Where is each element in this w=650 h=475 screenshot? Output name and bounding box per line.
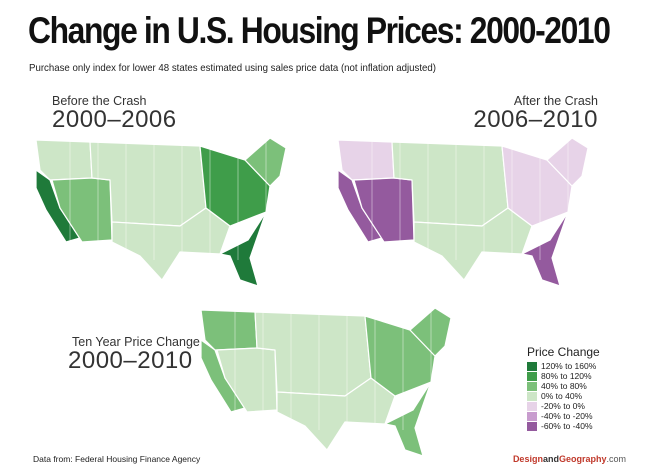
legend-item: 80% to 120% — [527, 371, 600, 381]
map-before-crash — [35, 137, 287, 287]
region-north-west — [337, 139, 395, 181]
region-north-west — [200, 309, 258, 351]
region-north-west — [35, 139, 93, 181]
map-after-crash — [337, 137, 589, 287]
legend-items: 120% to 160% 80% to 120% 40% to 80% 0% to 4… — [527, 361, 600, 431]
map-after-label: After the Crash — [513, 94, 598, 108]
brand-part-2: and — [542, 454, 559, 464]
legend-item: 40% to 80% — [527, 381, 600, 391]
legend-swatch — [527, 411, 537, 421]
brand-part-4: .com — [606, 454, 626, 464]
page-title: Change in U.S. Housing Prices: 2000-2010 — [28, 10, 611, 51]
legend-label: -20% to 0% — [541, 401, 585, 411]
map-ten-year — [200, 307, 452, 457]
legend-swatch — [527, 401, 537, 411]
map-before-label: Before the Crash — [52, 94, 147, 108]
legend-swatch — [527, 371, 537, 381]
legend-item: -40% to -20% — [527, 411, 600, 421]
region-west-coast — [200, 339, 246, 413]
region-west-coast — [337, 169, 383, 243]
map-after-years: 2006–2010 — [473, 106, 598, 133]
legend-swatch — [527, 361, 537, 371]
region-florida — [219, 211, 267, 287]
legend-swatch — [527, 421, 537, 431]
source-note: Data from: Federal Housing Finance Agenc… — [33, 454, 201, 464]
map-ten-year-label: Ten Year Price Change — [72, 335, 200, 349]
legend-title: Price Change — [527, 345, 600, 359]
legend-item: 0% to 40% — [527, 391, 600, 401]
page-subtitle: Purchase only index for lower 48 states … — [29, 62, 437, 74]
map-ten-year-years: 2000–2010 — [68, 347, 193, 374]
legend-item: -20% to 0% — [527, 401, 600, 411]
legend-item: 120% to 160% — [527, 361, 600, 371]
legend-label: -60% to -40% — [541, 421, 593, 431]
legend-label: 80% to 120% — [541, 371, 592, 381]
legend: Price Change 120% to 160% 80% to 120% 40% … — [527, 345, 600, 431]
region-florida — [384, 381, 432, 457]
legend-label: 120% to 160% — [541, 361, 597, 371]
legend-swatch — [527, 381, 537, 391]
legend-item: -60% to -40% — [527, 421, 600, 431]
brand-logo: DesignandGeography.com — [513, 454, 626, 464]
region-florida — [521, 211, 569, 287]
map-before-years: 2000–2006 — [52, 106, 177, 133]
legend-label: 40% to 80% — [541, 381, 587, 391]
legend-swatch — [527, 391, 537, 401]
region-west-coast — [35, 169, 81, 243]
brand-part-1: Design — [512, 454, 543, 464]
brand-part-3: Geography — [558, 454, 607, 464]
legend-label: -40% to -20% — [541, 411, 593, 421]
legend-label: 0% to 40% — [541, 391, 583, 401]
